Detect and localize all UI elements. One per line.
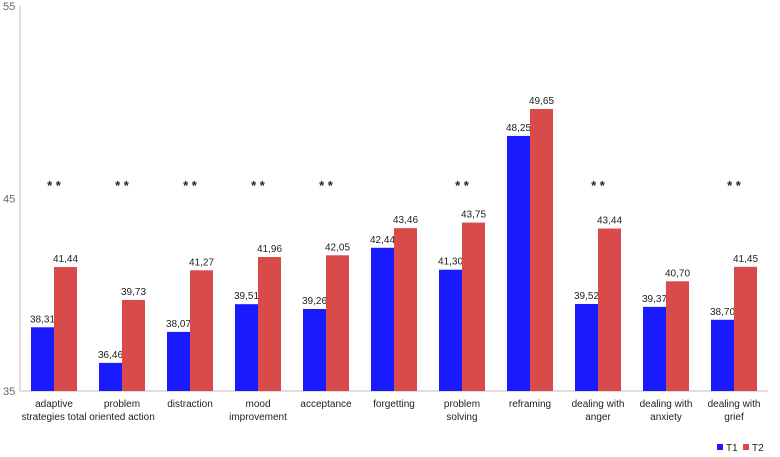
legend-swatch-t1 (717, 444, 723, 450)
bar-t1 (167, 331, 190, 391)
significance-marker: * * (47, 178, 62, 193)
bar-value-label: 43,44 (597, 216, 622, 227)
bar-value-label: 41,96 (257, 244, 282, 255)
bar-value-label: 43,75 (461, 210, 486, 221)
x-category-label: dealing with (708, 399, 761, 410)
significance-marker: * * (727, 178, 742, 193)
bar-t2 (666, 281, 689, 391)
x-category-label: distraction (167, 399, 213, 410)
significance-marker: * * (591, 178, 606, 193)
bar-t2 (530, 108, 553, 392)
x-category-label: problem (104, 399, 140, 410)
bar-value-label: 38,31 (30, 314, 55, 325)
x-category-label: improvement (229, 412, 287, 423)
x-category-label: problem (444, 399, 480, 410)
bar-value-label: 36,46 (98, 350, 123, 361)
legend-label-t1: T1 (726, 443, 738, 454)
bar-t2 (122, 299, 145, 391)
x-category-label: grief (724, 412, 744, 423)
significance-marker: * * (183, 178, 198, 193)
bar-t2 (326, 255, 349, 391)
x-category-label: dealing with (572, 399, 625, 410)
bar-t2 (462, 222, 485, 391)
bar-value-label: 42,44 (370, 235, 395, 246)
bar-t1 (31, 327, 54, 391)
bar-t2 (734, 266, 757, 391)
bar-value-label: 38,07 (166, 319, 191, 330)
x-category-label: anger (585, 412, 611, 423)
x-category-label: anxiety (650, 412, 682, 423)
x-category-label: forgetting (373, 399, 415, 410)
x-category-label: acceptance (300, 399, 352, 410)
bar-t2 (190, 270, 213, 391)
significance-marker: * * (455, 178, 470, 193)
y-tick-label: 55 (3, 1, 15, 13)
x-category-label: solving (446, 412, 477, 423)
bar-t2 (598, 228, 621, 391)
bar-value-label: 39,52 (574, 291, 599, 302)
bar-t1 (99, 362, 122, 391)
bar-value-label: 41,30 (438, 257, 463, 268)
bar-t1 (303, 308, 326, 391)
bar-value-label: 39,51 (234, 291, 259, 302)
bar-value-label: 39,73 (121, 287, 146, 298)
bar-value-label: 49,65 (529, 96, 554, 107)
bar-t1 (711, 319, 734, 391)
bar-t1 (235, 304, 258, 391)
x-category-label: oriented action (89, 412, 155, 423)
significance-marker: * * (115, 178, 130, 193)
bar-t1 (439, 269, 462, 391)
bar-t1 (371, 247, 394, 391)
legend-label-t2: T2 (752, 443, 764, 454)
significance-marker: * * (251, 178, 266, 193)
bar-t2 (394, 228, 417, 391)
x-category-label: reframing (509, 399, 551, 410)
bar-t1 (507, 135, 530, 391)
x-category-label: mood (245, 399, 270, 410)
bar-value-label: 41,45 (733, 254, 758, 265)
bar-value-label: 48,25 (506, 123, 531, 134)
bar-t2 (258, 257, 281, 391)
legend-swatch-t2 (743, 444, 749, 450)
x-category-label: strategies total (21, 412, 86, 423)
x-category-label: dealing with (640, 399, 693, 410)
y-tick-label: 45 (3, 194, 15, 206)
bar-value-label: 40,70 (665, 268, 690, 279)
bar-value-label: 38,70 (710, 307, 735, 318)
bar-value-label: 41,44 (53, 254, 78, 265)
bar-value-label: 41,27 (189, 257, 214, 268)
significance-marker: * * (319, 178, 334, 193)
bar-t1 (643, 306, 666, 391)
x-category-label: adaptive (35, 399, 73, 410)
y-tick-label: 35 (3, 386, 15, 398)
bar-value-label: 43,46 (393, 215, 418, 226)
bar-value-label: 39,37 (642, 294, 667, 305)
bar-value-label: 39,26 (302, 296, 327, 307)
bar-t2 (54, 267, 77, 391)
bar-t1 (575, 303, 598, 391)
bar-value-label: 42,05 (325, 242, 350, 253)
